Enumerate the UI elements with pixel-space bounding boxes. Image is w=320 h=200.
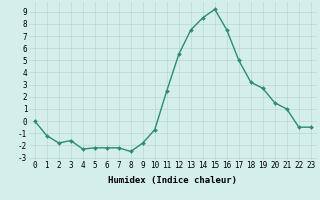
X-axis label: Humidex (Indice chaleur): Humidex (Indice chaleur) — [108, 176, 237, 185]
